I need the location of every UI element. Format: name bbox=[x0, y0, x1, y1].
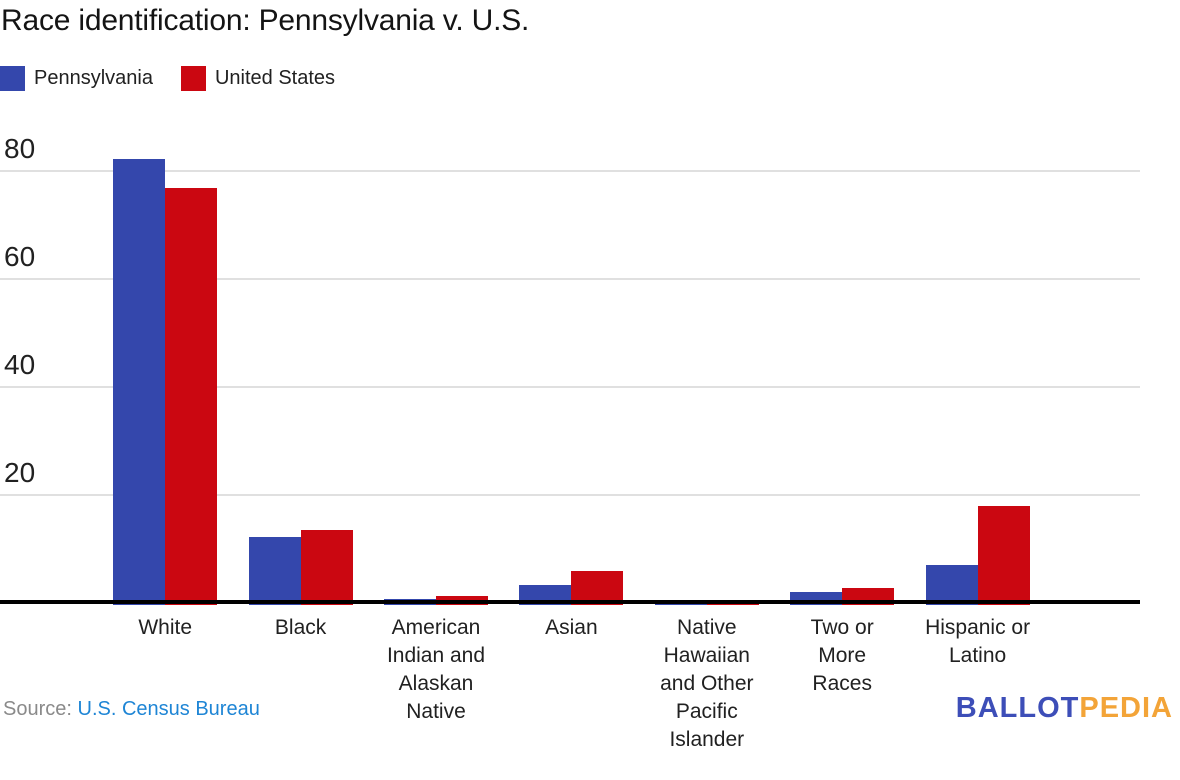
x-axis-line bbox=[0, 600, 1140, 604]
chart-title: Race identification: Pennsylvania v. U.S… bbox=[1, 4, 530, 37]
legend-item-pennsylvania: Pennsylvania bbox=[0, 66, 153, 91]
legend: Pennsylvania United States bbox=[0, 66, 363, 91]
legend-label-united-states: United States bbox=[214, 67, 336, 89]
bar-pennsylvania-hispanic-or-latino[interactable] bbox=[925, 564, 978, 605]
x-tick-label-black: Black bbox=[274, 616, 327, 639]
x-tick-label-asian: Asian bbox=[545, 616, 598, 639]
bar-pennsylvania-white[interactable] bbox=[113, 159, 166, 605]
bar-united-states-hispanic-or-latino[interactable] bbox=[977, 505, 1030, 605]
united-states-color-swatch bbox=[180, 66, 206, 91]
y-tick-label-80: 80 bbox=[4, 133, 36, 164]
source-label: Source: bbox=[3, 698, 72, 720]
gridline-40 bbox=[0, 386, 1140, 388]
y-tick-label-60: 60 bbox=[4, 241, 36, 272]
bar-united-states-black[interactable] bbox=[300, 529, 353, 605]
x-tick-label-hispanic-or-latino: Hispanic or Latino bbox=[925, 616, 1031, 667]
ballotpedia-logo-pedia: PEDIA bbox=[1079, 692, 1173, 724]
bar-pennsylvania-black[interactable] bbox=[248, 537, 301, 605]
y-tick-label-20: 20 bbox=[4, 457, 36, 488]
y-tick-label-40: 40 bbox=[4, 349, 36, 380]
legend-item-united-states: United States bbox=[180, 66, 336, 91]
ballotpedia-logo: BALLOTPEDIA bbox=[956, 692, 1173, 725]
x-tick-label-two-or-more-races: Two or More Races bbox=[810, 616, 874, 695]
ballotpedia-logo-ballot: BALLOT bbox=[955, 692, 1080, 724]
bar-pennsylvania-asian[interactable] bbox=[519, 584, 572, 605]
bar-united-states-asian[interactable] bbox=[571, 571, 624, 605]
source-link[interactable]: U.S. Census Bureau bbox=[77, 698, 260, 720]
source-line: Source: U.S. Census Bureau bbox=[3, 698, 260, 721]
legend-label-pennsylvania: Pennsylvania bbox=[34, 67, 153, 89]
x-tick-label-american-indian-and-alaskan-native: American Indian and Alaskan Native bbox=[386, 616, 486, 723]
x-tick-label-white: White bbox=[138, 616, 193, 639]
gridline-60 bbox=[0, 278, 1140, 280]
gridline-20 bbox=[0, 494, 1140, 496]
pennsylvania-color-swatch bbox=[0, 66, 25, 91]
gridline-80 bbox=[0, 170, 1140, 172]
bar-united-states-white[interactable] bbox=[165, 188, 218, 605]
x-tick-label-native-hawaiian-and-other-pacific-islander: Native Hawaiian and Other Pacific Island… bbox=[660, 616, 754, 751]
